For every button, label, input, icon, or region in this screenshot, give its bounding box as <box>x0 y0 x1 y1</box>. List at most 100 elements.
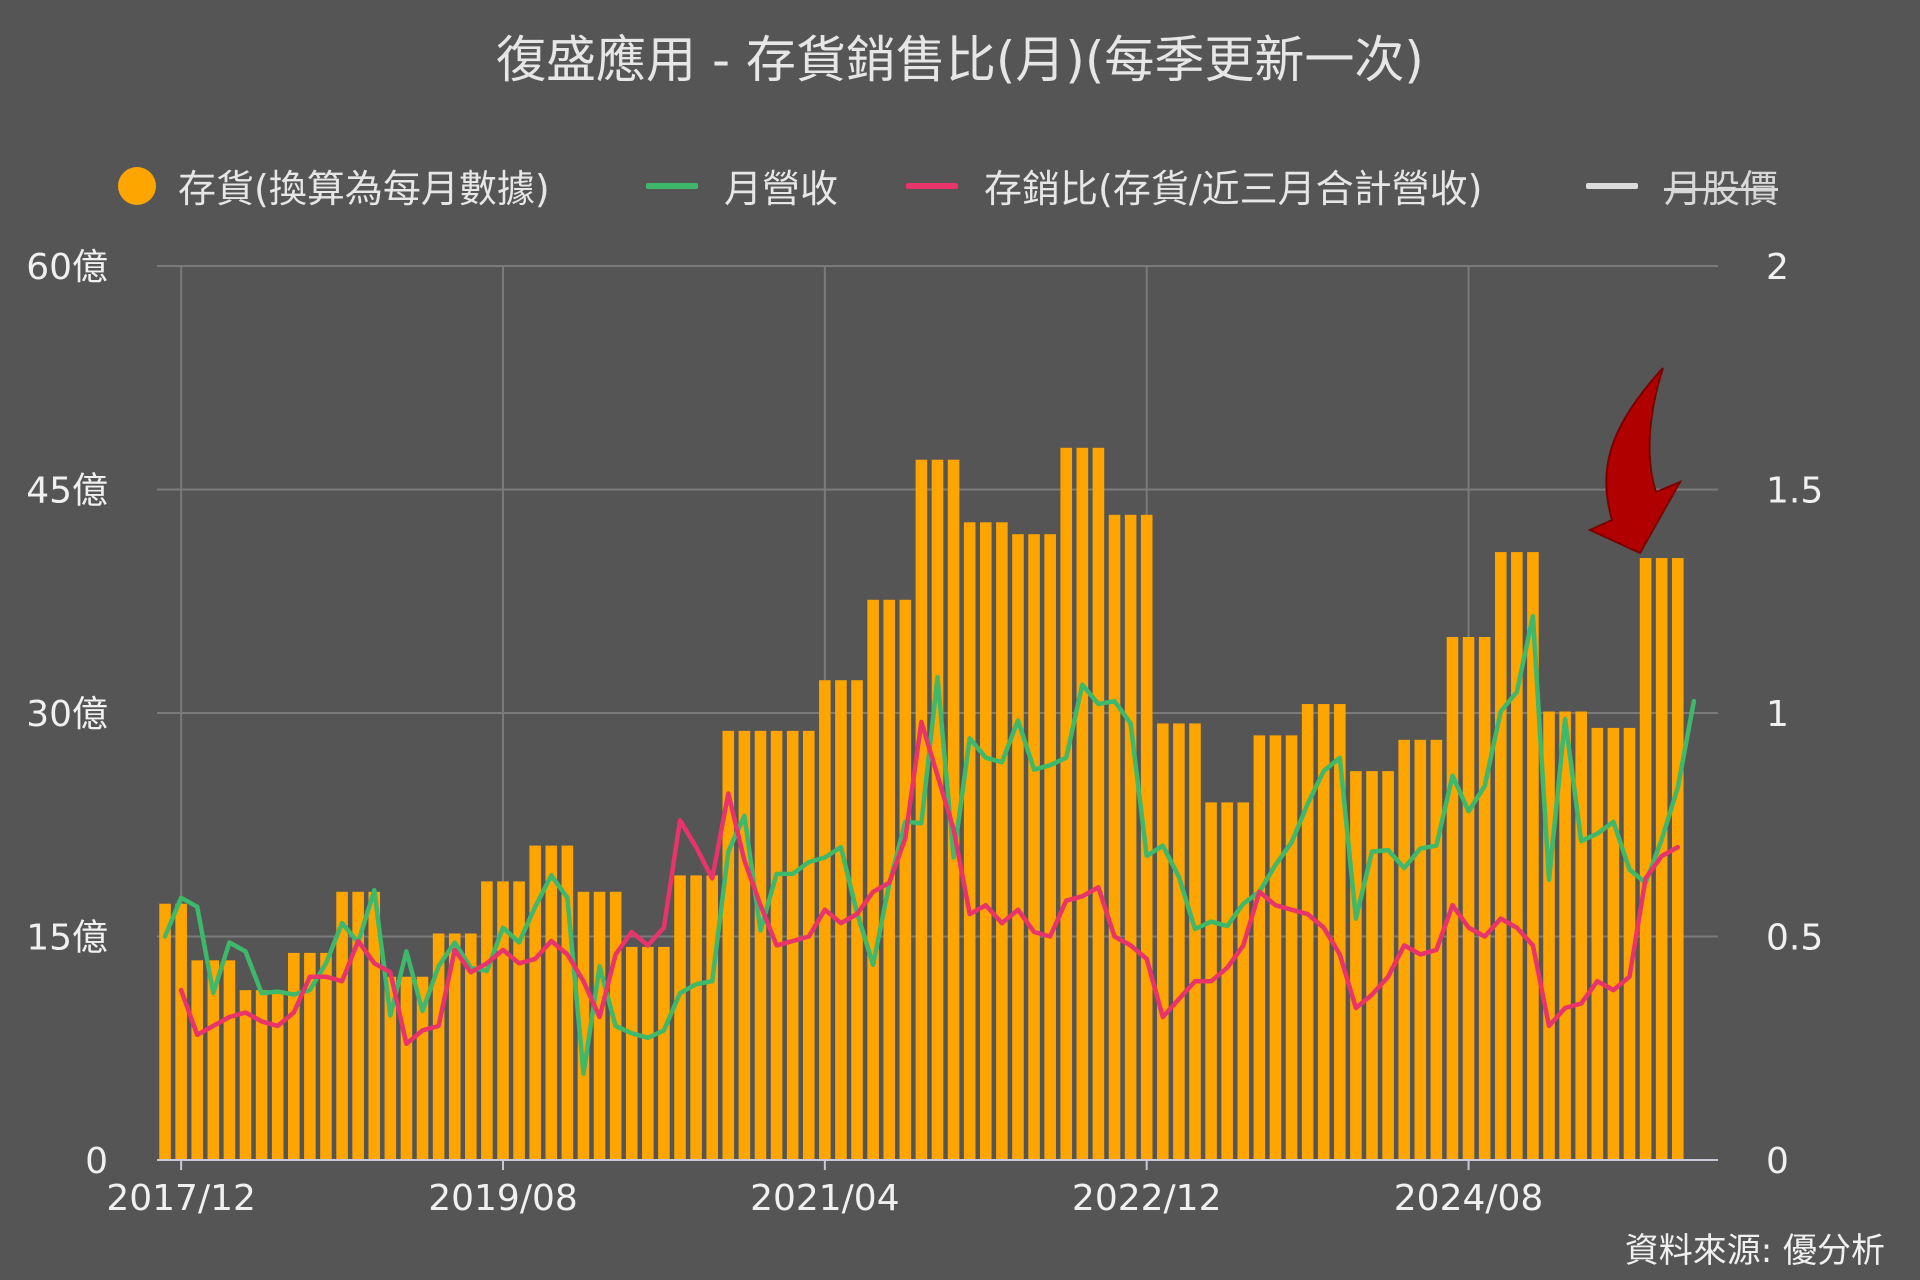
red-arrow-icon <box>1587 367 1683 555</box>
inventory-bar[interactable] <box>947 459 960 1160</box>
inventory-bar[interactable] <box>1301 704 1314 1160</box>
inventory-bar[interactable] <box>545 845 558 1160</box>
inventory-bar[interactable] <box>1366 771 1378 1160</box>
inventory-bar[interactable] <box>191 960 204 1160</box>
inventory-bar[interactable] <box>658 946 670 1160</box>
inventory-bar[interactable] <box>1494 552 1507 1160</box>
inventory-bar[interactable] <box>1527 552 1539 1160</box>
inventory-bar[interactable] <box>352 891 364 1160</box>
legend-item-ratio[interactable]: 存銷比(存貨/近三月合計營收) <box>906 158 1482 213</box>
inventory-bar[interactable] <box>481 881 493 1160</box>
inventory-bar[interactable] <box>1108 514 1121 1160</box>
inventory-bar[interactable] <box>497 881 509 1160</box>
inventory-bar[interactable] <box>1237 802 1250 1160</box>
inventory-bar[interactable] <box>963 522 976 1160</box>
inventory-bar[interactable] <box>1559 711 1571 1160</box>
inventory-bar[interactable] <box>384 976 397 1160</box>
inventory-bar[interactable] <box>1028 534 1040 1160</box>
inventory-bar[interactable] <box>867 599 879 1160</box>
inventory-bar[interactable] <box>368 891 381 1160</box>
inventory-bar[interactable] <box>642 946 654 1160</box>
inventory-bar[interactable] <box>1269 735 1282 1160</box>
inventory-bar[interactable] <box>996 522 1008 1160</box>
inventory-bar[interactable] <box>754 730 767 1160</box>
inventory-bar[interactable] <box>979 522 992 1160</box>
inventory-bar[interactable] <box>593 891 606 1160</box>
inventory-bar[interactable] <box>1623 727 1636 1160</box>
inventory-bar[interactable] <box>1012 534 1024 1160</box>
inventory-bar[interactable] <box>1591 727 1604 1160</box>
inventory-bar[interactable] <box>738 730 751 1160</box>
inventory-ratio-line[interactable] <box>178 719 1681 1047</box>
inventory-bar[interactable] <box>255 990 268 1160</box>
inventory-bar[interactable] <box>465 933 477 1160</box>
inventory-bar[interactable] <box>1173 723 1185 1160</box>
inventory-bar[interactable] <box>1575 711 1588 1160</box>
inventory-bar[interactable] <box>175 903 187 1160</box>
inventory-bar[interactable] <box>1253 735 1266 1160</box>
inventory-bar[interactable] <box>625 946 638 1160</box>
inventory-bar[interactable] <box>513 881 525 1160</box>
inventory-bar[interactable] <box>1414 739 1427 1160</box>
inventory-bar[interactable] <box>1639 558 1652 1160</box>
inventory-bar[interactable] <box>416 976 429 1160</box>
y-right-tick-label: 0 <box>1766 1141 1789 1182</box>
inventory-bar[interactable] <box>336 891 348 1160</box>
inventory-bar[interactable] <box>304 952 316 1160</box>
inventory-bar[interactable] <box>802 730 815 1160</box>
inventory-bar[interactable] <box>223 960 236 1160</box>
inventory-bar[interactable] <box>1317 704 1330 1160</box>
inventory-bar[interactable] <box>287 952 300 1160</box>
inventory-bar[interactable] <box>448 933 461 1160</box>
legend-label-stock-price: 月股價 <box>1664 167 1779 211</box>
inventory-bar[interactable] <box>1671 558 1684 1160</box>
inventory-bar[interactable] <box>1221 802 1233 1160</box>
inventory-bar[interactable] <box>1285 735 1298 1160</box>
inventory-bar[interactable] <box>1157 723 1169 1160</box>
inventory-bar[interactable] <box>207 960 220 1160</box>
legend-item-inventory[interactable]: 存貨(換算為每月數據) <box>118 158 550 213</box>
y-right-tick-label: 1.5 <box>1766 471 1823 512</box>
data-source-label: 資料來源: 優分析 <box>1624 1231 1885 1271</box>
inventory-bar[interactable] <box>159 903 171 1160</box>
legend-swatch-revenue <box>646 182 698 189</box>
inventory-bar[interactable] <box>931 459 944 1160</box>
inventory-bar[interactable] <box>320 952 332 1160</box>
inventory-bar[interactable] <box>577 891 590 1160</box>
inventory-bar[interactable] <box>239 990 252 1160</box>
legend-item-revenue[interactable]: 月營收 <box>646 158 838 213</box>
inventory-bar[interactable] <box>819 680 831 1160</box>
legend-item-stock-price[interactable]: 月股價 <box>1586 158 1778 213</box>
inventory-bar[interactable] <box>1511 552 1523 1160</box>
inventory-bar[interactable] <box>432 933 445 1160</box>
inventory-bar[interactable] <box>690 875 702 1160</box>
inventory-bar[interactable] <box>706 875 718 1160</box>
inventory-bar[interactable] <box>835 680 847 1160</box>
inventory-bar[interactable] <box>1446 637 1459 1160</box>
inventory-bar[interactable] <box>271 990 284 1160</box>
legend-swatch-ratio <box>906 182 958 189</box>
inventory-bar[interactable] <box>1462 637 1475 1160</box>
inventory-bar[interactable] <box>1060 447 1073 1160</box>
inventory-bar[interactable] <box>529 845 541 1160</box>
inventory-bar[interactable] <box>1543 711 1555 1160</box>
inventory-bar[interactable] <box>1044 534 1056 1160</box>
legend-swatch-stock-price <box>1586 182 1638 189</box>
inventory-bar[interactable] <box>1124 514 1137 1160</box>
inventory-bar[interactable] <box>1350 771 1362 1160</box>
inventory-bar[interactable] <box>400 976 413 1160</box>
inventory-bar[interactable] <box>1076 447 1089 1160</box>
y-right-tick-label: 2 <box>1766 247 1789 288</box>
inventory-bar[interactable] <box>1607 727 1620 1160</box>
inventory-bar[interactable] <box>1334 704 1346 1160</box>
inventory-bar[interactable] <box>1189 723 1201 1160</box>
inventory-bar[interactable] <box>561 845 574 1160</box>
inventory-bar[interactable] <box>899 599 912 1160</box>
inventory-bar[interactable] <box>1092 447 1105 1160</box>
inventory-bar[interactable] <box>722 730 735 1160</box>
inventory-bar[interactable] <box>1478 637 1491 1160</box>
inventory-bar[interactable] <box>1382 771 1394 1160</box>
inventory-bar[interactable] <box>786 730 799 1160</box>
inventory-bar[interactable] <box>674 875 686 1160</box>
